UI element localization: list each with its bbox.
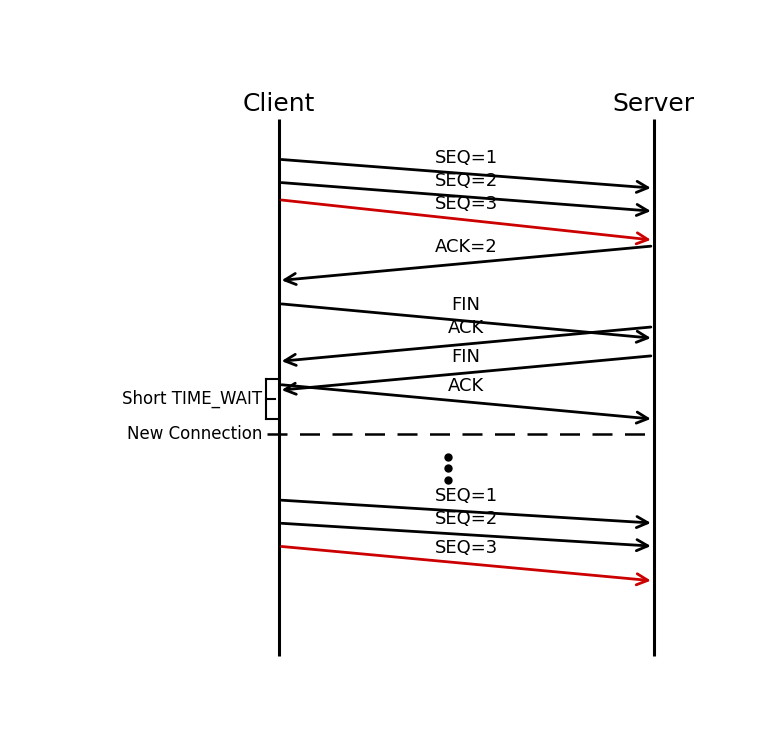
Text: ACK: ACK — [448, 320, 484, 338]
Text: FIN: FIN — [452, 348, 480, 366]
Text: New Connection: New Connection — [127, 424, 263, 442]
Text: SEQ=3: SEQ=3 — [434, 538, 498, 556]
Text: FIN: FIN — [452, 296, 480, 314]
Text: ACK=2: ACK=2 — [435, 238, 498, 256]
Text: ACK: ACK — [448, 377, 484, 395]
Text: Client: Client — [243, 92, 315, 116]
Text: SEQ=1: SEQ=1 — [434, 148, 498, 166]
Text: SEQ=1: SEQ=1 — [434, 487, 498, 505]
Text: Short TIME_WAIT: Short TIME_WAIT — [122, 390, 263, 408]
Text: SEQ=3: SEQ=3 — [434, 195, 498, 213]
Text: Server: Server — [612, 92, 695, 116]
Text: SEQ=2: SEQ=2 — [434, 172, 498, 190]
Text: SEQ=2: SEQ=2 — [434, 510, 498, 528]
